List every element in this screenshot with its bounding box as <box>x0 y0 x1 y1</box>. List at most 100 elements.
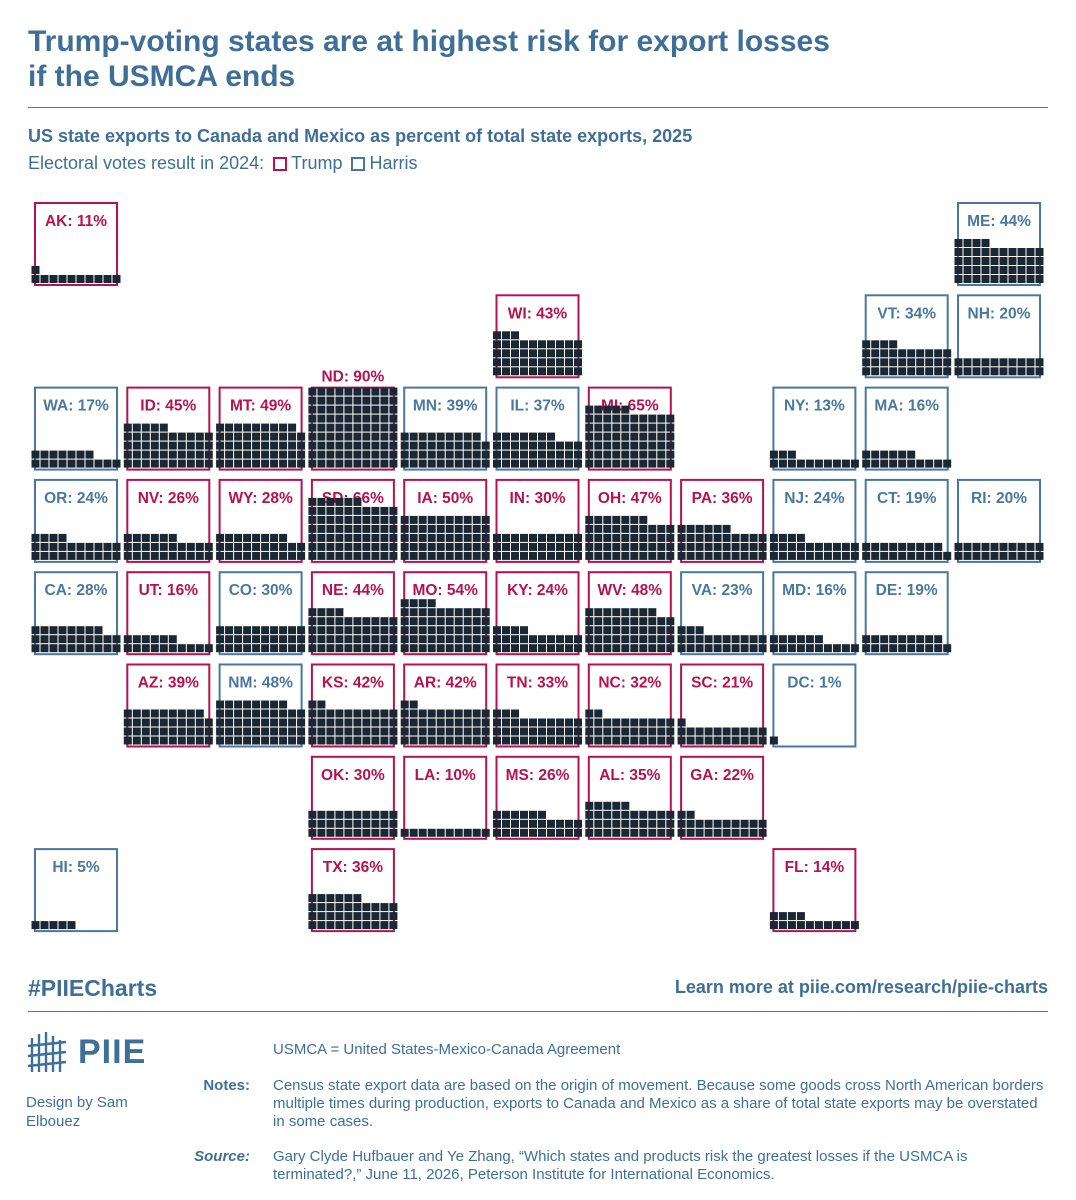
waffle-cell <box>225 441 234 450</box>
state-tile-ok[interactable]: OK: 30% <box>308 755 398 840</box>
waffle-cell <box>871 459 880 468</box>
state-tile-co[interactable]: CO: 30% <box>216 571 306 656</box>
state-tile-ms[interactable]: MS: 26% <box>493 755 582 840</box>
state-tile-ia[interactable]: IA: 50% <box>400 478 490 563</box>
state-tile-ri[interactable]: RI: 20% <box>954 478 1044 563</box>
waffle-cell <box>389 903 398 912</box>
state-tile-oh[interactable]: OH: 47% <box>585 478 675 563</box>
learn-more-link[interactable]: Learn more at piie.com/research/piie-cha… <box>674 977 1048 997</box>
state-tile-nm[interactable]: NM: 48% <box>216 663 306 748</box>
waffle-cell <box>814 644 823 653</box>
waffle-cell <box>362 506 371 515</box>
waffle-cell <box>297 441 306 450</box>
waffle-cell <box>758 736 767 745</box>
state-tile-nd[interactable]: ND: 90% <box>308 369 398 471</box>
waffle-cell <box>511 626 519 635</box>
waffle-cell <box>362 405 371 414</box>
hashtag[interactable]: #PIIECharts <box>28 975 158 1001</box>
state-tile-wy[interactable]: WY: 28% <box>216 478 306 563</box>
waffle-cell <box>538 819 546 828</box>
waffle-cell <box>677 533 686 542</box>
state-tile-hi[interactable]: HI: 5% <box>31 848 118 933</box>
state-tile-id[interactable]: ID: 45% <box>123 386 213 471</box>
state-tile-nj[interactable]: NJ: 24% <box>769 478 859 563</box>
state-tile-va[interactable]: VA: 23% <box>677 571 767 656</box>
waffle-cell <box>252 432 261 441</box>
state-tile-wa[interactable]: WA: 17% <box>31 386 121 471</box>
state-tile-wv[interactable]: WV: 48% <box>585 571 675 656</box>
waffle-cell <box>472 524 481 533</box>
waffle-cell <box>317 727 326 736</box>
state-tile-ca[interactable]: CA: 28% <box>31 571 121 656</box>
waffle-cell <box>103 459 112 468</box>
state-tile-pa[interactable]: PA: 36% <box>677 478 767 563</box>
waffle-cell <box>481 515 490 524</box>
waffle-cell <box>657 635 666 644</box>
waffle-cell <box>603 736 612 745</box>
waffle-cell <box>695 635 704 644</box>
state-tile-ut[interactable]: UT: 16% <box>123 571 213 656</box>
state-tile-nv[interactable]: NV: 26% <box>123 478 213 563</box>
waffle-cell <box>1026 248 1035 256</box>
state-tile-ny[interactable]: NY: 13% <box>769 386 859 471</box>
waffle-cell <box>713 819 722 828</box>
state-tile-sc[interactable]: SC: 21% <box>677 663 767 748</box>
state-tile-sd[interactable]: SD: 66% <box>308 478 398 563</box>
waffle-cell <box>243 542 252 551</box>
waffle-cell <box>472 626 481 635</box>
waffle-cell <box>502 551 510 560</box>
waffle-cell <box>270 450 279 459</box>
state-tile-border <box>587 663 672 748</box>
waffle-cell <box>436 709 445 718</box>
waffle-cell <box>132 423 141 432</box>
state-tile-border <box>957 478 1041 563</box>
waffle-cell <box>594 551 603 560</box>
waffle-cell <box>389 617 398 626</box>
state-tile-ma[interactable]: MA: 16% <box>862 386 952 471</box>
state-tile-mn[interactable]: MN: 39% <box>400 386 490 471</box>
waffle-cell <box>990 542 999 551</box>
waffle-cell <box>547 819 555 828</box>
state-tile-mo[interactable]: MO: 54% <box>400 571 490 656</box>
state-tile-dc[interactable]: DC: 1% <box>769 663 857 748</box>
state-tile-ky[interactable]: KY: 24% <box>493 571 582 656</box>
state-tile-in[interactable]: IN: 30% <box>493 478 582 563</box>
state-tile-il[interactable]: IL: 37% <box>493 386 582 471</box>
state-tile-vt[interactable]: VT: 34% <box>862 294 952 379</box>
state-tile-al[interactable]: AL: 35% <box>585 755 675 840</box>
state-tile-ne[interactable]: NE: 44% <box>308 571 398 656</box>
state-tile-tx[interactable]: TX: 36% <box>308 848 398 933</box>
state-tile-ga[interactable]: GA: 22% <box>677 755 767 840</box>
state-tile-ks[interactable]: KS: 42% <box>308 663 398 748</box>
waffle-cell <box>463 515 472 524</box>
waffle-cell <box>666 819 675 828</box>
waffle-cell <box>279 533 288 542</box>
state-tile-nh[interactable]: NH: 20% <box>954 294 1044 379</box>
state-tile-fl[interactable]: FL: 14% <box>769 848 859 933</box>
state-tile-me[interactable]: ME: 44% <box>954 202 1044 286</box>
state-tile-ct[interactable]: CT: 19% <box>862 478 952 563</box>
state-tile-tn[interactable]: TN: 33% <box>493 663 582 748</box>
state-tile-nc[interactable]: NC: 32% <box>585 663 675 748</box>
waffle-cell <box>308 700 317 709</box>
waffle-cell <box>612 828 621 837</box>
state-tile-mi[interactable]: MI: 65% <box>585 386 675 471</box>
waffle-cell <box>481 644 490 653</box>
state-tile-la[interactable]: LA: 10% <box>400 755 490 840</box>
waffle-cell <box>529 340 537 349</box>
state-tile-ak[interactable]: AK: 11% <box>31 202 121 286</box>
state-tile-md[interactable]: MD: 16% <box>769 571 859 656</box>
waffle-cell <box>409 617 418 626</box>
waffle-cell <box>409 599 418 608</box>
state-tile-mt[interactable]: MT: 49% <box>216 386 306 471</box>
waffle-cell <box>103 644 112 653</box>
waffle-cell <box>216 542 225 551</box>
state-tile-or[interactable]: OR: 24% <box>31 478 121 563</box>
waffle-cell <box>40 459 49 468</box>
waffle-cell <box>150 441 159 450</box>
state-tile-wi[interactable]: WI: 43% <box>493 294 582 379</box>
state-tile-ar[interactable]: AR: 42% <box>400 663 490 748</box>
waffle-cell <box>963 542 972 551</box>
state-tile-az[interactable]: AZ: 39% <box>123 663 213 748</box>
state-tile-de[interactable]: DE: 19% <box>862 571 952 656</box>
